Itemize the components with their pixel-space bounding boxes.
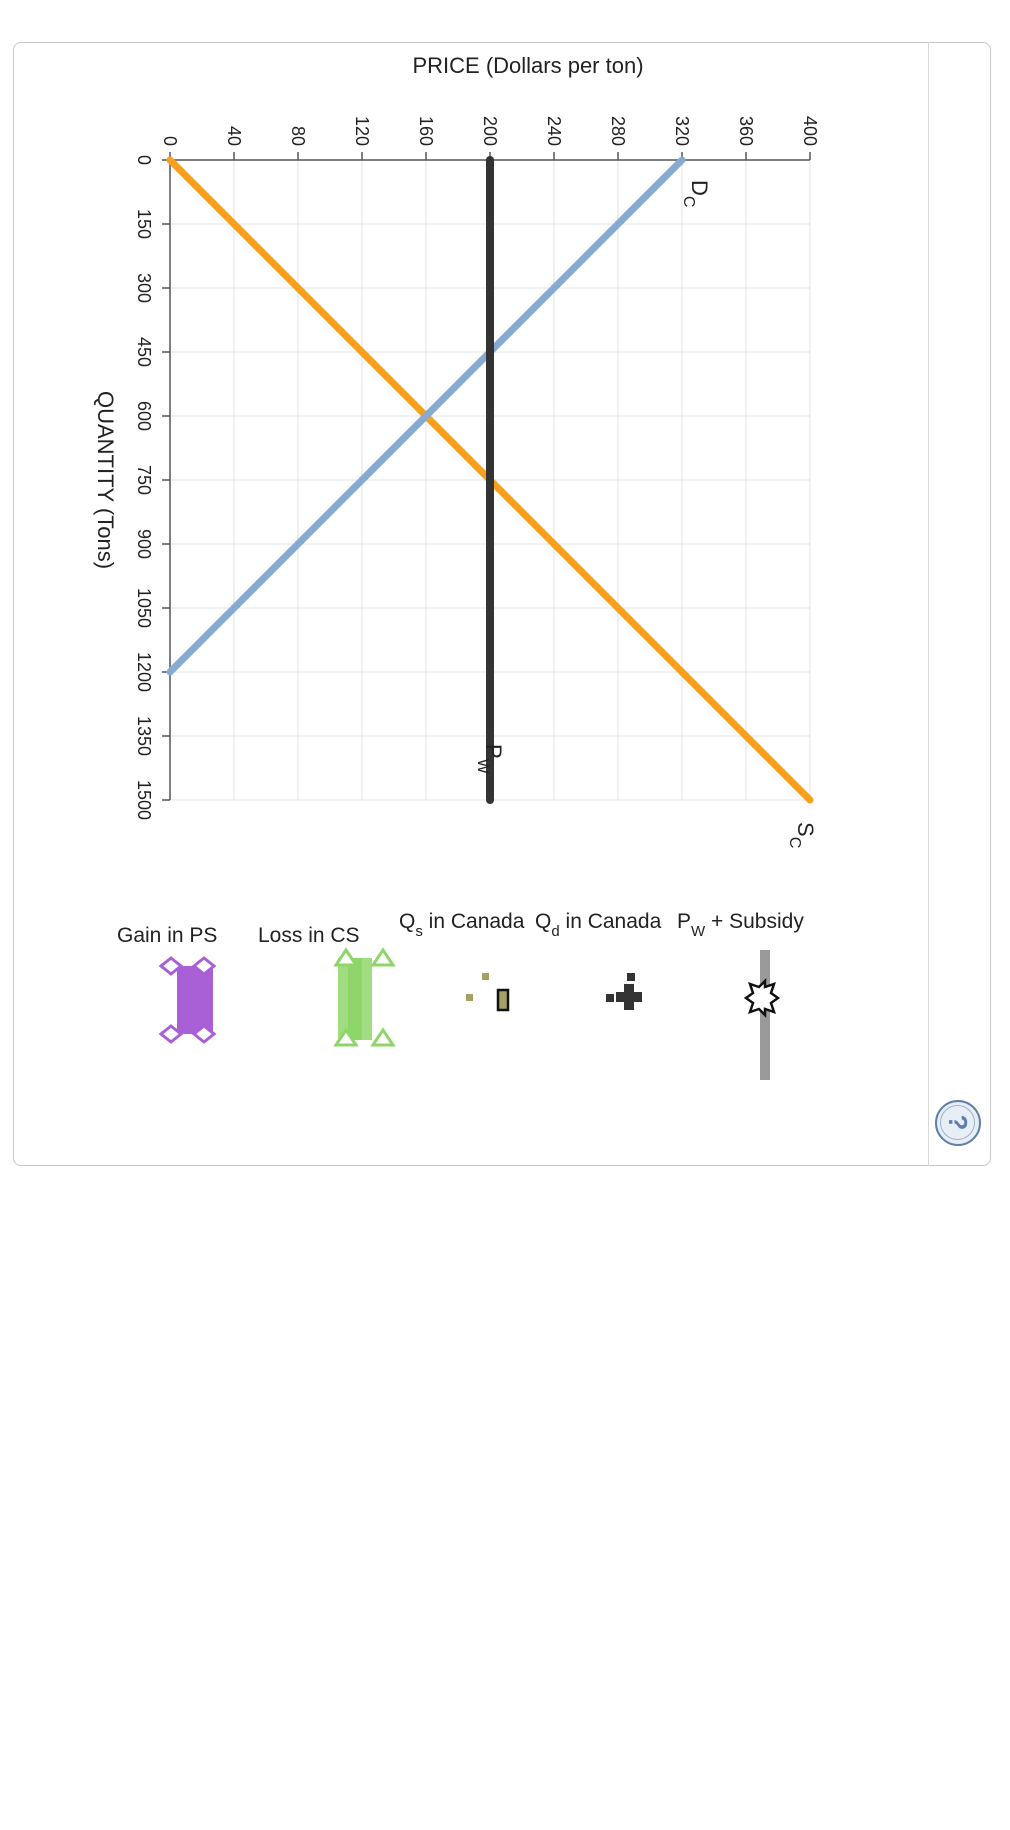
world-price-label: PW [474, 744, 506, 775]
green-triangle-area-icon [333, 947, 396, 1047]
y-tick-label: 200 [480, 116, 500, 146]
axes: 0 150 300 450 600 750 900 1050 1200 1350 1500 0 40 80… [134, 116, 820, 820]
graph-panel [13, 42, 991, 1166]
help-button[interactable]: ? [935, 1100, 981, 1146]
cross-marker-icon [606, 973, 642, 1010]
x-tick-label: 600 [134, 401, 154, 431]
x-tick-label: 1500 [134, 780, 154, 820]
y-axis-title: PRICE (Dollars per ton) [412, 53, 643, 78]
square-marker-icon [466, 973, 510, 1012]
panel-divider [928, 42, 929, 1166]
legend-label-qs-canada: Qs in Canada [399, 910, 525, 940]
y-tick-label: 160 [416, 116, 436, 146]
x-tick-label: 1200 [134, 652, 154, 692]
y-tick-label: 320 [672, 116, 692, 146]
help-button-ring [940, 1105, 975, 1140]
x-tick-label: 750 [134, 465, 154, 495]
legend-item-gain-ps[interactable]: Gain in PS [117, 924, 217, 947]
legend-label-gain-ps: Gain in PS [117, 924, 217, 947]
x-tick-label: 0 [134, 155, 154, 165]
x-tick-label: 150 [134, 209, 154, 239]
legend-item-pw-subsidy[interactable]: PW + Subsidy [606, 910, 804, 1010]
legend-label-qd-canada: Qd in Canada [535, 910, 662, 940]
legend-label-loss-cs: Loss in CS [258, 924, 360, 947]
x-tick-label: 450 [134, 337, 154, 367]
legend-item-loss-cs[interactable]: Loss in CS [158, 924, 360, 1044]
legend-item-qd-canada[interactable]: Qd in Canada [466, 910, 662, 1012]
legend-item-qs-canada[interactable]: Qs in Canada [333, 910, 525, 1047]
series [166, 156, 814, 804]
y-tick-label: 280 [608, 116, 628, 146]
demand-curve-label: DC [680, 180, 712, 207]
y-tick-label: 80 [288, 126, 308, 146]
legend-label-pw-subsidy: PW + Subsidy [677, 910, 804, 940]
y-tick-label: 360 [736, 116, 756, 146]
y-tick-label: 40 [224, 126, 244, 146]
demand-curve [166, 156, 686, 676]
x-tick-label: 900 [134, 529, 154, 559]
legend-item-world-price-tool[interactable] [743, 950, 781, 1080]
y-tick-label: 400 [800, 116, 820, 146]
x-tick-label: 1050 [134, 588, 154, 628]
star-marker-icon [743, 977, 781, 1019]
supply-curve-label: SC [786, 822, 818, 848]
question-icon: ? [943, 1114, 973, 1131]
purple-diamond-area-icon [158, 956, 217, 1044]
y-tick-label: 120 [352, 116, 372, 146]
x-tick-label: 1350 [134, 716, 154, 756]
y-tick-label: 240 [544, 116, 564, 146]
y-tick-label: 0 [160, 136, 180, 146]
legend: PW + Subsidy Qd in Canada [117, 910, 804, 1080]
x-axis-title: QUANTITY (Tons) [93, 391, 118, 569]
x-tick-label: 300 [134, 273, 154, 303]
labels: QUANTITY (Tons) PRICE (Dollars per ton) … [93, 53, 818, 848]
